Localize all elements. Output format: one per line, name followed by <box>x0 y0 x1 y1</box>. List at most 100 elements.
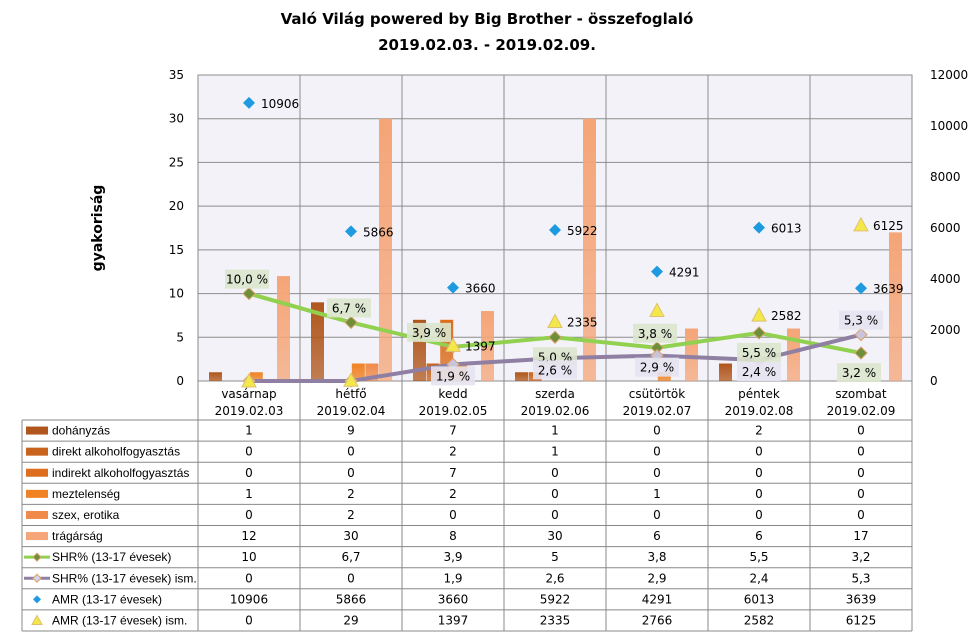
legend-label: dohányzás <box>52 424 110 438</box>
table-cell: 1,9 <box>443 571 462 585</box>
table-cell: 1397 <box>438 613 469 627</box>
table-cell: 7 <box>449 466 457 480</box>
table-cell: 2,4 <box>749 571 768 585</box>
shr-ism-marker <box>854 327 868 342</box>
data-label: 10,0 % <box>226 273 268 287</box>
table-cell: 0 <box>347 571 355 585</box>
shr-marker <box>752 326 766 340</box>
table-cell: 5,3 <box>851 571 870 585</box>
bar-doh-nyz-s <box>311 302 324 381</box>
y-tick-label: 0 <box>176 374 184 388</box>
amr-marker <box>243 96 255 109</box>
table-cell: 2766 <box>642 613 673 627</box>
table-cell: 2 <box>755 424 763 438</box>
legend-key <box>33 595 41 604</box>
y2-tick-label: 0 <box>930 374 938 388</box>
y2-tick-label: 6000 <box>930 221 961 235</box>
table-cell: 5,5 <box>749 550 768 564</box>
amr-ism-marker <box>547 313 563 328</box>
table-cell: 2335 <box>540 613 571 627</box>
table-cell: 0 <box>755 445 763 459</box>
bar-tr-g-rs-g <box>379 118 392 381</box>
bar-meztelens-g <box>351 363 365 381</box>
bar-tr-g-rs-g <box>277 276 290 381</box>
bar-tr-g-rs-g <box>889 232 902 381</box>
table-cell: 0 <box>755 508 763 522</box>
amr-ism-marker <box>853 216 869 232</box>
table-cell: 12 <box>241 529 256 543</box>
y2-tick-label: 10000 <box>930 119 968 133</box>
data-label-box <box>407 322 451 342</box>
legend-key <box>31 614 43 625</box>
table-cell: 2 <box>347 487 355 501</box>
y-tick-label: 15 <box>169 243 184 257</box>
data-label-box <box>737 342 781 362</box>
amr-label: 10906 <box>261 97 299 111</box>
legend-key <box>26 426 48 435</box>
amr-ism-marker <box>241 372 257 388</box>
legend-label: direkt alkoholfogyasztás <box>52 445 180 459</box>
chart-title: Való Világ powered by Big Brother - össz… <box>280 10 694 28</box>
data-label: 3,8 % <box>638 327 672 341</box>
data-label: 2,4 % <box>742 365 776 379</box>
data-label: 3,9 % <box>412 326 446 340</box>
table-cell: 0 <box>245 613 253 627</box>
amr-label: 4291 <box>669 266 700 280</box>
legend-label: trágárság <box>52 529 103 543</box>
y2-tick-label: 8000 <box>930 170 961 184</box>
category-date: 2019.02.06 <box>521 404 590 418</box>
bar-tr-g-rs-g <box>787 328 800 381</box>
bar-tr-g-rs-g <box>685 328 698 381</box>
amr-marker <box>345 225 357 238</box>
shr-marker <box>548 330 562 344</box>
table-cell: 0 <box>755 487 763 501</box>
table-cell: 5866 <box>336 592 367 606</box>
table-cell: 2 <box>449 445 457 459</box>
category-label: kedd <box>438 387 467 401</box>
shr-marker <box>344 315 358 330</box>
legend-label: SHR% (13-17 évesek) <box>52 550 171 564</box>
data-label-box <box>635 357 679 377</box>
amr-label: 3660 <box>465 282 496 296</box>
category-label: szerda <box>535 387 575 401</box>
category-date: 2019.02.05 <box>419 404 488 418</box>
y-tick-label: 25 <box>169 155 184 169</box>
data-label: 5,5 % <box>742 346 776 360</box>
y-tick-label: 10 <box>169 287 184 301</box>
table-cell: 8 <box>449 529 457 543</box>
table-cell: 3639 <box>846 592 877 606</box>
table-cell: 7 <box>449 424 457 438</box>
table-cell: 0 <box>653 445 661 459</box>
table-cell: 2,9 <box>647 571 666 585</box>
shr-marker <box>242 286 256 301</box>
y-tick-label: 30 <box>169 112 184 126</box>
amr-label: 3639 <box>873 282 904 296</box>
legend-label: szex, erotika <box>52 508 120 522</box>
table-cell: 2582 <box>744 613 775 627</box>
table-cell: 0 <box>653 466 661 480</box>
table-cell: 6125 <box>846 613 877 627</box>
category-label: péntek <box>738 387 780 401</box>
table-cell: 30 <box>547 529 562 543</box>
legend-key <box>26 510 48 519</box>
table-cell: 6013 <box>744 592 775 606</box>
y2-tick-label: 12000 <box>930 68 968 82</box>
y2-tick-label: 4000 <box>930 272 961 286</box>
legend-label: AMR (13-17 évesek) ism. <box>52 613 187 627</box>
bar-doh-nyz-s <box>209 372 222 381</box>
legend-key <box>26 447 48 456</box>
legend-key <box>26 468 48 477</box>
bar-doh-nyz-s <box>515 372 528 381</box>
amr-ism-label: 2582 <box>771 309 802 323</box>
table-cell: 4291 <box>642 592 673 606</box>
table-cell: 1 <box>551 424 559 438</box>
table-cell: 0 <box>551 487 559 501</box>
amr-marker <box>855 282 867 295</box>
amr-ism-marker <box>445 337 461 352</box>
table-cell: 6 <box>755 529 763 543</box>
data-label: 5,3 % <box>844 314 878 328</box>
y-tick-label: 20 <box>169 199 184 213</box>
table-cell: 0 <box>551 466 559 480</box>
category-date: 2019.02.04 <box>317 404 386 418</box>
